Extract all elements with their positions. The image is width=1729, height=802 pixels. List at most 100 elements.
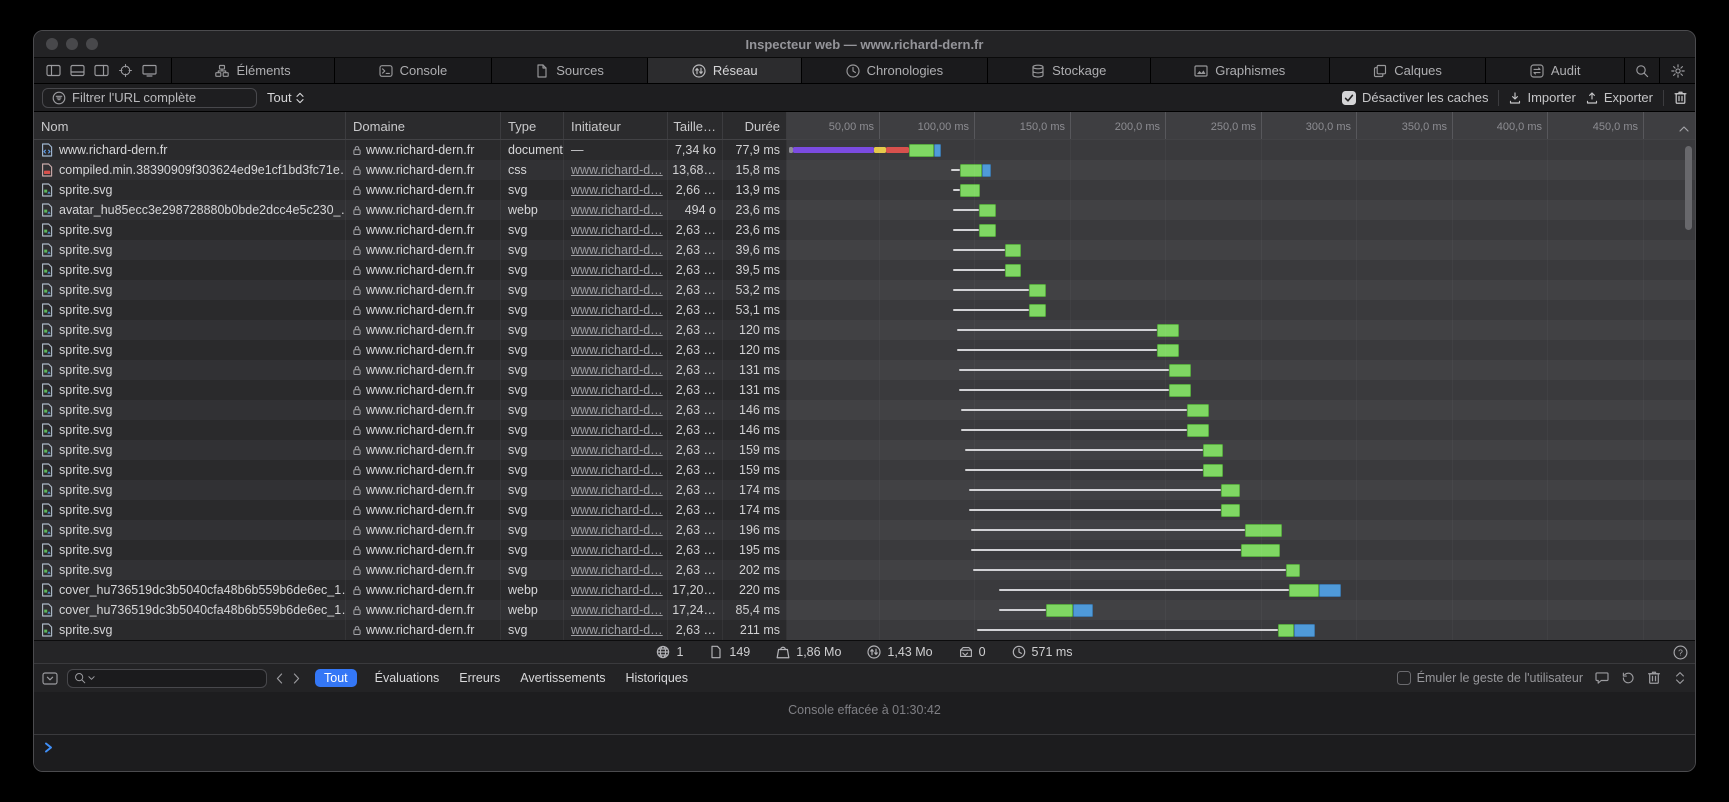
request-initiator-link[interactable]: www.richard-d… [571, 463, 663, 477]
minimize-window-button[interactable] [66, 38, 78, 50]
expand-console-icon[interactable] [1673, 671, 1687, 685]
request-initiator-link[interactable]: www.richard-d… [571, 203, 663, 217]
request-initiator-link[interactable]: www.richard-d… [571, 403, 663, 417]
request-initiator-link[interactable]: www.richard-d… [571, 363, 663, 377]
network-request-row[interactable]: cover_hu736519dc3b5040cfa48b6b559b6de6ec… [34, 600, 1695, 620]
network-request-row[interactable]: avatar_hu85ecc3e298728880b0bde2dcc4e5c23… [34, 200, 1695, 220]
network-request-row[interactable]: sprite.svgwww.richard-dern.frsvgwww.rich… [34, 400, 1695, 420]
clear-console-button[interactable] [1647, 671, 1661, 685]
network-request-row[interactable]: sprite.svgwww.richard-dern.frsvgwww.rich… [34, 520, 1695, 540]
request-initiator-link[interactable]: www.richard-d… [571, 563, 663, 577]
disable-caches-checkbox[interactable]: Désactiver les caches [1342, 90, 1488, 105]
url-filter-input[interactable]: Filtrer l'URL complète [42, 88, 257, 108]
request-initiator-link[interactable]: www.richard-d… [571, 523, 663, 537]
console-filter-icon[interactable] [699, 671, 713, 685]
request-initiator-link[interactable]: www.richard-d… [571, 243, 663, 257]
request-initiator-link[interactable]: www.richard-d… [571, 183, 663, 197]
tab-elements[interactable]: Éléments [172, 58, 335, 83]
network-request-row[interactable]: sprite.svgwww.richard-dern.frsvgwww.rich… [34, 460, 1695, 480]
column-header-initiator[interactable]: Initiateur [564, 112, 668, 139]
import-button[interactable]: Importer [1509, 90, 1575, 105]
request-initiator-link[interactable]: www.richard-d… [571, 503, 663, 517]
network-request-row[interactable]: sprite.svgwww.richard-dern.frsvgwww.rich… [34, 300, 1695, 320]
dock-right-panel-icon[interactable] [94, 64, 109, 77]
column-header-type[interactable]: Type [501, 112, 564, 139]
help-icon[interactable]: ? [1673, 645, 1688, 660]
network-request-row[interactable]: sprite.svgwww.richard-dern.frsvgwww.rich… [34, 340, 1695, 360]
request-initiator-link[interactable]: www.richard-d… [571, 623, 663, 637]
tab-graphismes[interactable]: Graphismes [1151, 58, 1330, 83]
network-request-row[interactable]: sprite.svgwww.richard-dern.frsvgwww.rich… [34, 540, 1695, 560]
resource-type-dropdown[interactable]: Tout [267, 90, 304, 105]
console-scope-historiques[interactable]: Historiques [623, 669, 690, 687]
tab-reseau[interactable]: Réseau [648, 58, 802, 83]
close-window-button[interactable] [46, 38, 58, 50]
network-request-row[interactable]: sprite.svgwww.richard-dern.frsvgwww.rich… [34, 180, 1695, 200]
dock-left-panel-icon[interactable] [46, 64, 61, 77]
export-button[interactable]: Exporter [1586, 90, 1653, 105]
network-request-row[interactable]: sprite.svgwww.richard-dern.frsvgwww.rich… [34, 260, 1695, 280]
clear-network-items-button[interactable] [1674, 91, 1687, 105]
column-header-duration[interactable]: Durée [723, 112, 787, 139]
network-request-row[interactable]: sprite.svgwww.richard-dern.frsvgwww.rich… [34, 240, 1695, 260]
next-result-button[interactable] [293, 673, 300, 684]
column-header-name[interactable]: Nom [34, 112, 346, 139]
tab-stockage[interactable]: Stockage [988, 58, 1151, 83]
request-initiator-link[interactable]: www.richard-d… [571, 163, 663, 177]
console-collapse-icon[interactable] [42, 672, 58, 685]
dock-bottom-panel-icon[interactable] [70, 64, 85, 77]
network-request-row[interactable]: sprite.svgwww.richard-dern.frsvgwww.rich… [34, 480, 1695, 500]
network-request-row[interactable]: sprite.svgwww.richard-dern.frsvgwww.rich… [34, 280, 1695, 300]
network-request-row[interactable]: sprite.svgwww.richard-dern.frsvgwww.rich… [34, 320, 1695, 340]
request-initiator-link[interactable]: www.richard-d… [571, 483, 663, 497]
tab-chronologies[interactable]: Chronologies [802, 58, 988, 83]
tab-audit[interactable]: Audit [1486, 58, 1625, 83]
network-request-row[interactable]: sprite.svgwww.richard-dern.frsvgwww.rich… [34, 620, 1695, 640]
request-initiator-link[interactable]: www.richard-d… [571, 343, 663, 357]
history-icon[interactable] [1621, 671, 1635, 685]
console-scope-erreurs[interactable]: Erreurs [457, 669, 502, 687]
request-initiator-link[interactable]: www.richard-d… [571, 603, 663, 617]
request-initiator-link[interactable]: www.richard-d… [571, 543, 663, 557]
column-header-domain[interactable]: Domaine [346, 112, 501, 139]
element-picker-icon[interactable] [118, 64, 133, 77]
network-request-row[interactable]: sprite.svgwww.richard-dern.frsvgwww.rich… [34, 360, 1695, 380]
network-request-row[interactable]: cover_hu736519dc3b5040cfa48b6b559b6de6ec… [34, 580, 1695, 600]
network-request-row[interactable]: compiled.min.38390909f303624ed9e1cf1bd3f… [34, 160, 1695, 180]
console-prompt[interactable] [34, 734, 1695, 759]
request-initiator-link[interactable]: www.richard-d… [571, 443, 663, 457]
device-icon[interactable] [142, 64, 157, 77]
vertical-scrollbar[interactable] [1685, 146, 1692, 230]
console-scope-tout[interactable]: Tout [315, 669, 357, 687]
console-search-input[interactable] [67, 669, 267, 688]
zoom-window-button[interactable] [86, 38, 98, 50]
network-request-row[interactable]: sprite.svgwww.richard-dern.frsvgwww.rich… [34, 440, 1695, 460]
request-initiator-link[interactable]: www.richard-d… [571, 583, 663, 597]
request-initiator-link[interactable]: www.richard-d… [571, 383, 663, 397]
tab-console[interactable]: Console [335, 58, 492, 83]
console-scope-avertissements[interactable]: Avertissements [518, 669, 607, 687]
console-messages-icon[interactable] [1595, 671, 1609, 685]
tab-sources[interactable]: Sources [492, 58, 649, 83]
request-initiator-link[interactable]: www.richard-d… [571, 303, 663, 317]
request-initiator-link[interactable]: www.richard-d… [571, 263, 663, 277]
network-request-row[interactable]: sprite.svgwww.richard-dern.frsvgwww.rich… [34, 220, 1695, 240]
settings-button[interactable] [1660, 58, 1695, 83]
console-scope-evaluations[interactable]: Évaluations [373, 669, 442, 687]
request-initiator-link[interactable]: www.richard-d… [571, 283, 663, 297]
tab-calques[interactable]: Calques [1330, 58, 1487, 83]
previous-result-button[interactable] [276, 673, 283, 684]
request-initiator-link[interactable]: www.richard-d… [571, 423, 663, 437]
emulate-user-gesture-checkbox[interactable]: Émuler le geste de l'utilisateur [1397, 671, 1583, 685]
filter-options-icon[interactable] [314, 91, 328, 105]
network-request-row[interactable]: sprite.svgwww.richard-dern.frsvgwww.rich… [34, 380, 1695, 400]
network-request-row[interactable]: www.richard-dern.frwww.richard-dern.frdo… [34, 140, 1695, 160]
request-initiator-link[interactable]: www.richard-d… [571, 223, 663, 237]
column-header-size[interactable]: Taille… [668, 112, 723, 139]
network-request-row[interactable]: sprite.svgwww.richard-dern.frsvgwww.rich… [34, 560, 1695, 580]
collapse-timeline-chevron-icon[interactable] [1678, 125, 1690, 133]
network-request-row[interactable]: sprite.svgwww.richard-dern.frsvgwww.rich… [34, 420, 1695, 440]
network-request-row[interactable]: sprite.svgwww.richard-dern.frsvgwww.rich… [34, 500, 1695, 520]
request-initiator-link[interactable]: www.richard-d… [571, 323, 663, 337]
search-button[interactable] [1625, 58, 1660, 83]
